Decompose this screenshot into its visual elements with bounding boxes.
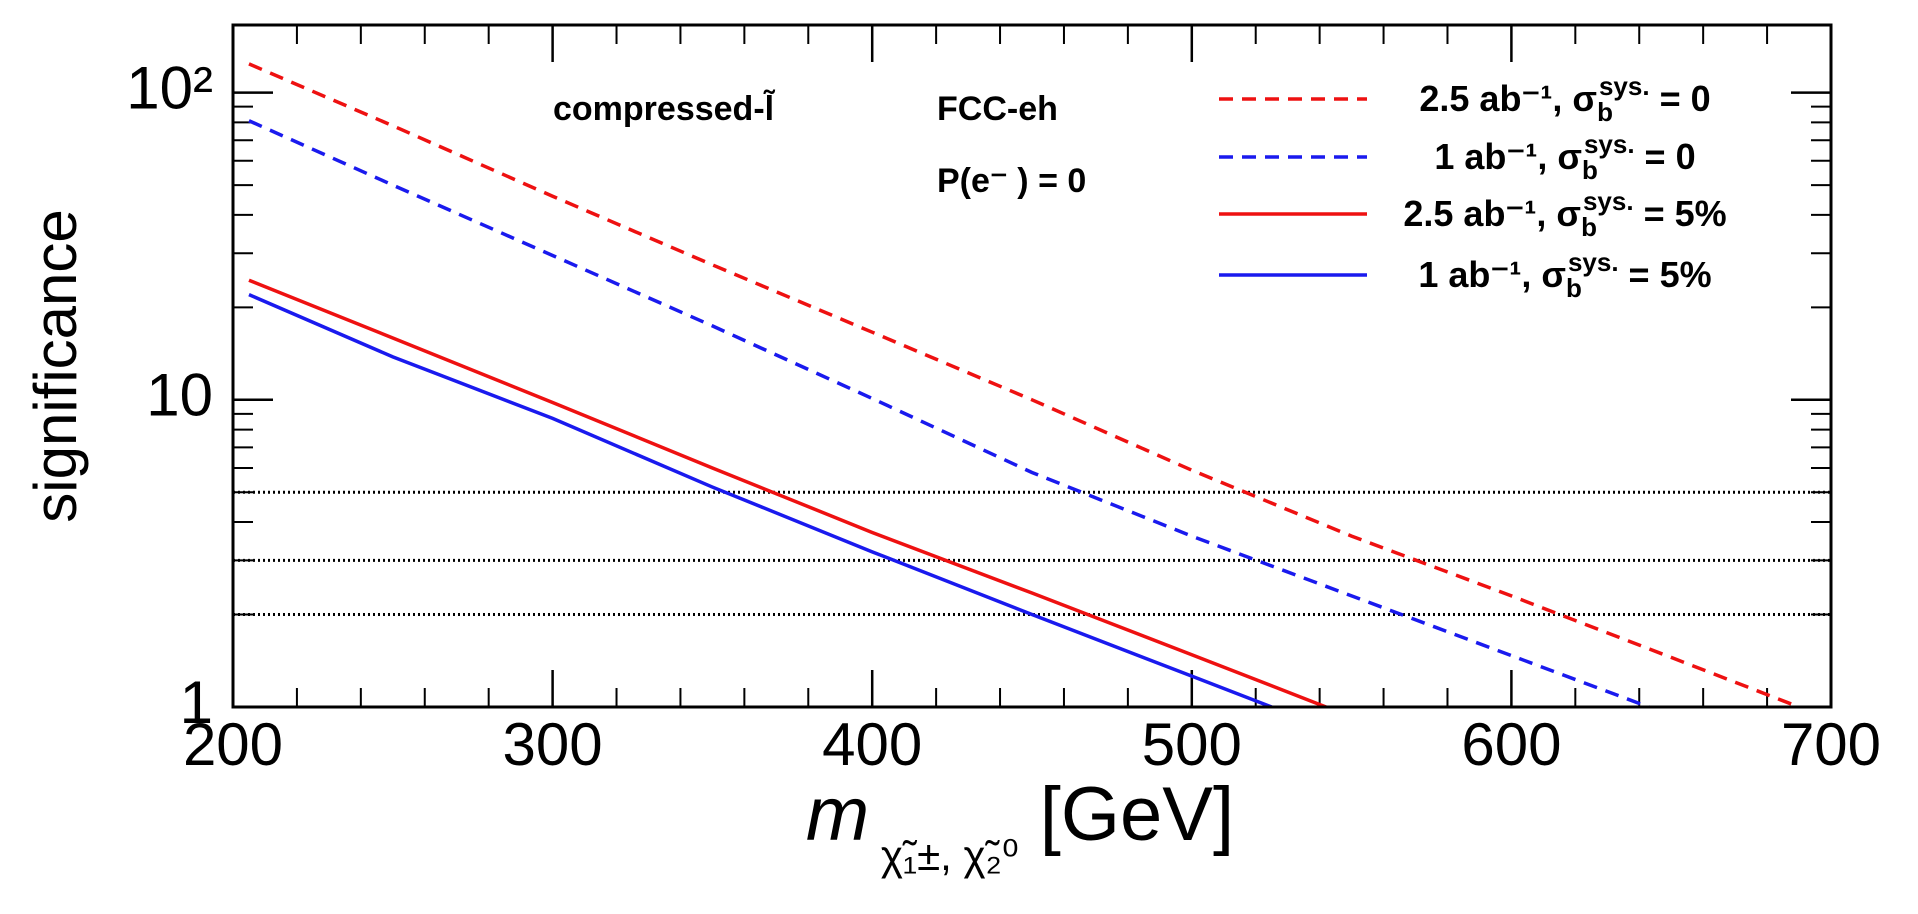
- annotation: compressed-l̃: [553, 89, 776, 128]
- x-tick-label: 500: [1142, 711, 1242, 778]
- x-tick-label: 300: [503, 711, 603, 778]
- series-line: [248, 278, 1327, 707]
- legend-label: 2.5 ab⁻¹, σbsys. = 0: [1419, 71, 1710, 127]
- x-tick-label: 400: [822, 711, 922, 778]
- x-tick-label: 200: [183, 711, 283, 778]
- y-tick-label: 1: [180, 669, 213, 736]
- series-line: [248, 293, 1273, 707]
- x-tick-label: 700: [1781, 711, 1881, 778]
- series-line: [248, 62, 1800, 707]
- annotation: P(e⁻ ) = 0: [937, 162, 1086, 200]
- y-tick-label: 10: [146, 362, 213, 429]
- series-line: [248, 119, 1650, 707]
- plot-frame: [231, 23, 1833, 709]
- x-axis-label: m χ̃₁±, χ̃₂⁰ [GeV]: [806, 772, 1234, 879]
- legend-label: 1 ab⁻¹, σbsys. = 0: [1434, 129, 1695, 185]
- y-axis-label: significance: [22, 209, 89, 523]
- legend-label: 1 ab⁻¹, σbsys. = 5%: [1418, 247, 1711, 303]
- x-tick-label: 600: [1461, 711, 1561, 778]
- legend-label: 2.5 ab⁻¹, σbsys. = 5%: [1403, 186, 1726, 242]
- y-tick-label: 10²: [126, 54, 213, 121]
- annotation: FCC-eh: [937, 90, 1058, 128]
